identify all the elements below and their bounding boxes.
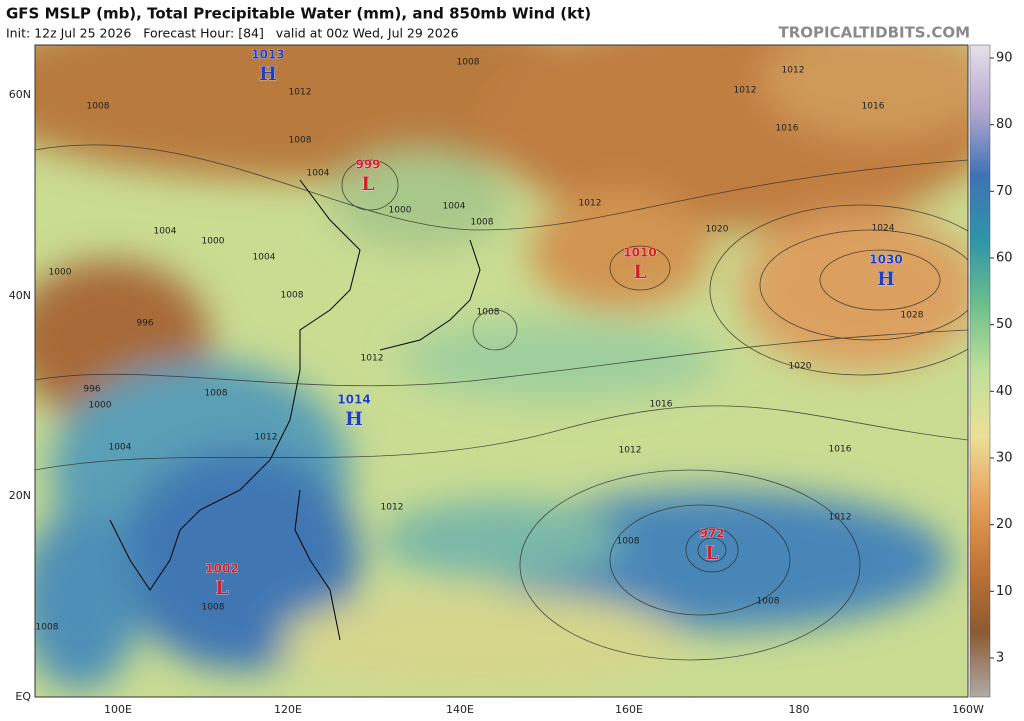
pressure-symbol: L xyxy=(361,173,374,195)
isobar-label: 1008 xyxy=(36,623,59,633)
isobar-label: 1000 xyxy=(389,206,412,216)
colorbar xyxy=(969,44,991,698)
lon-label: 160W xyxy=(952,703,984,716)
isobar-label: 1000 xyxy=(49,268,72,278)
lat-label: 40N xyxy=(9,289,31,302)
pressure-value: 1002 xyxy=(205,562,238,576)
isobar-label: 1020 xyxy=(706,225,729,235)
isobar-label: 1004 xyxy=(253,253,276,263)
lon-label: 140E xyxy=(446,703,474,716)
isobar-label: 1016 xyxy=(650,400,673,410)
pressure-symbol: H xyxy=(259,63,277,85)
isobar-label: 1008 xyxy=(757,597,780,607)
isobar-label: 1008 xyxy=(457,58,480,68)
isobar-label: 1004 xyxy=(154,227,177,237)
map-field xyxy=(35,45,968,697)
isobar-label: 1008 xyxy=(617,537,640,547)
pressure-value: 1010 xyxy=(623,246,656,260)
lon-label: 160E xyxy=(615,703,643,716)
pressure-symbol: L xyxy=(215,577,228,599)
pressure-symbol: H xyxy=(345,408,363,430)
colorbar-tick-label: 40 xyxy=(996,384,1013,399)
isobar-label: 1012 xyxy=(829,513,852,523)
isobar-label: 996 xyxy=(136,319,153,329)
pressure-value: 1014 xyxy=(337,393,370,407)
pressure-symbol: L xyxy=(633,261,646,283)
isobar-label: 1012 xyxy=(255,433,278,443)
colorbar-tick-label: 80 xyxy=(996,117,1013,132)
lat-label: 60N xyxy=(9,88,31,101)
watermark: TROPICALTIDBITS.COM xyxy=(779,24,971,42)
colorbar-tick-label: 70 xyxy=(996,184,1013,199)
lon-label: 180 xyxy=(789,703,810,716)
isobar-label: 1012 xyxy=(734,86,757,96)
isobar-label: 1004 xyxy=(443,202,466,212)
isobar-label: 1012 xyxy=(381,503,404,513)
map-frame xyxy=(34,44,969,698)
isobar-label: 1008 xyxy=(289,136,312,146)
isobar-label: 1016 xyxy=(776,124,799,134)
isobar-label: 1016 xyxy=(829,445,852,455)
isobar-label: 1008 xyxy=(87,102,110,112)
colorbar-tick-label: 3 xyxy=(996,651,1004,666)
colorbar-tick-label: 50 xyxy=(996,317,1013,332)
lon-label: 100E xyxy=(104,703,132,716)
isobar-label: 1004 xyxy=(307,169,330,179)
colorbar-tick-label: 90 xyxy=(996,51,1013,66)
isobar-label: 1008 xyxy=(205,389,228,399)
isobar-label: 1008 xyxy=(202,603,225,613)
isobar-label: 1000 xyxy=(89,401,112,411)
lat-label: 20N xyxy=(9,489,31,502)
isobar-label: 1008 xyxy=(281,291,304,301)
isobar-label: 1024 xyxy=(872,224,895,234)
colorbar-tick-label: 30 xyxy=(996,451,1013,466)
colorbar-tick-label: 60 xyxy=(996,251,1013,266)
isobar-label: 1004 xyxy=(109,443,132,453)
isobar-label: 1020 xyxy=(789,362,812,372)
lat-label: EQ xyxy=(15,690,31,703)
isobar-label: 1012 xyxy=(619,446,642,456)
colorbar-tick-label: 20 xyxy=(996,517,1013,532)
isobar-label: 1012 xyxy=(361,354,384,364)
isobar-label: 1012 xyxy=(579,199,602,209)
title: GFS MSLP (mb), Total Precipitable Water … xyxy=(6,5,591,23)
lon-label: 120E xyxy=(274,703,302,716)
pressure-value: 1013 xyxy=(251,48,284,62)
pressure-value: 999 xyxy=(355,158,380,172)
subtitle: Init: 12z Jul 25 2026 Forecast Hour: [84… xyxy=(6,26,459,41)
isobar-label: 1012 xyxy=(289,88,312,98)
pressure-value: 1030 xyxy=(869,253,902,267)
isobar-label: 1008 xyxy=(477,308,500,318)
isobar-label: 1008 xyxy=(471,218,494,228)
pressure-symbol: H xyxy=(877,268,895,290)
pressure-value: 972 xyxy=(699,527,724,541)
pressure-symbol: L xyxy=(705,542,718,564)
isobar-label: 1016 xyxy=(862,102,885,112)
colorbar-tick-label: 10 xyxy=(996,584,1013,599)
isobar-label: 1028 xyxy=(901,311,924,321)
isobar-label: 1000 xyxy=(202,237,225,247)
isobar-label: 996 xyxy=(83,385,100,395)
isobar-label: 1012 xyxy=(782,66,805,76)
